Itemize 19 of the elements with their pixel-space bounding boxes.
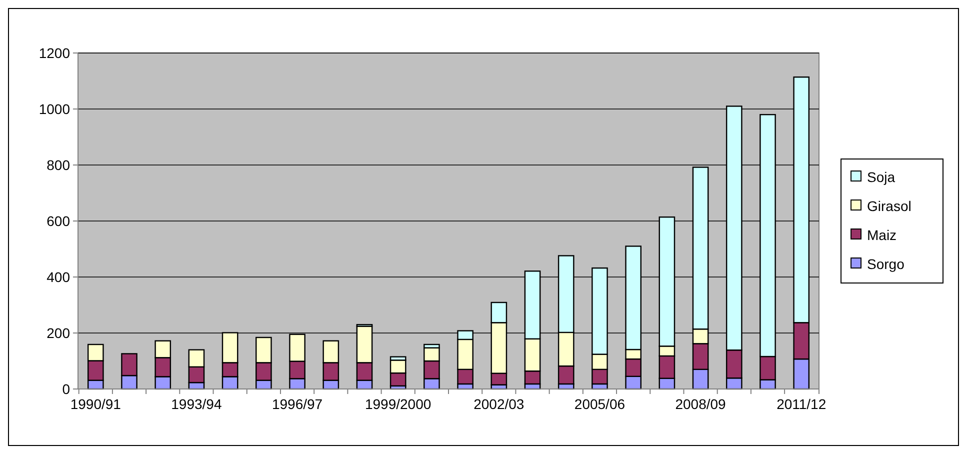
y-tick-label: 400 xyxy=(46,268,70,285)
y-tick-label: 600 xyxy=(46,212,70,229)
x-tick-label: 2005/06 xyxy=(574,396,626,412)
x-tick-label: 2011/12 xyxy=(776,396,826,412)
y-tick-label: 1000 xyxy=(38,100,70,117)
y-tick-label: 0 xyxy=(62,380,70,397)
legend-label: Soja xyxy=(867,168,896,185)
y-tick-label: 200 xyxy=(46,324,70,341)
legend-label: Maiz xyxy=(867,226,897,243)
x-tick-label: 2002/03 xyxy=(474,396,524,412)
legend-label: Sorgo xyxy=(867,256,905,272)
legend-label: Girasol xyxy=(867,198,912,214)
y-tick-label: 800 xyxy=(46,156,70,173)
y-tick-label: 1200 xyxy=(38,44,70,61)
x-tick-label: 2008/09 xyxy=(675,396,726,412)
x-tick-label: 1996/97 xyxy=(272,396,323,412)
x-tick-label: 1999/2000 xyxy=(365,396,432,412)
x-tick-label: 1990/91 xyxy=(70,396,122,412)
x-tick-label: 1993/94 xyxy=(171,396,222,412)
